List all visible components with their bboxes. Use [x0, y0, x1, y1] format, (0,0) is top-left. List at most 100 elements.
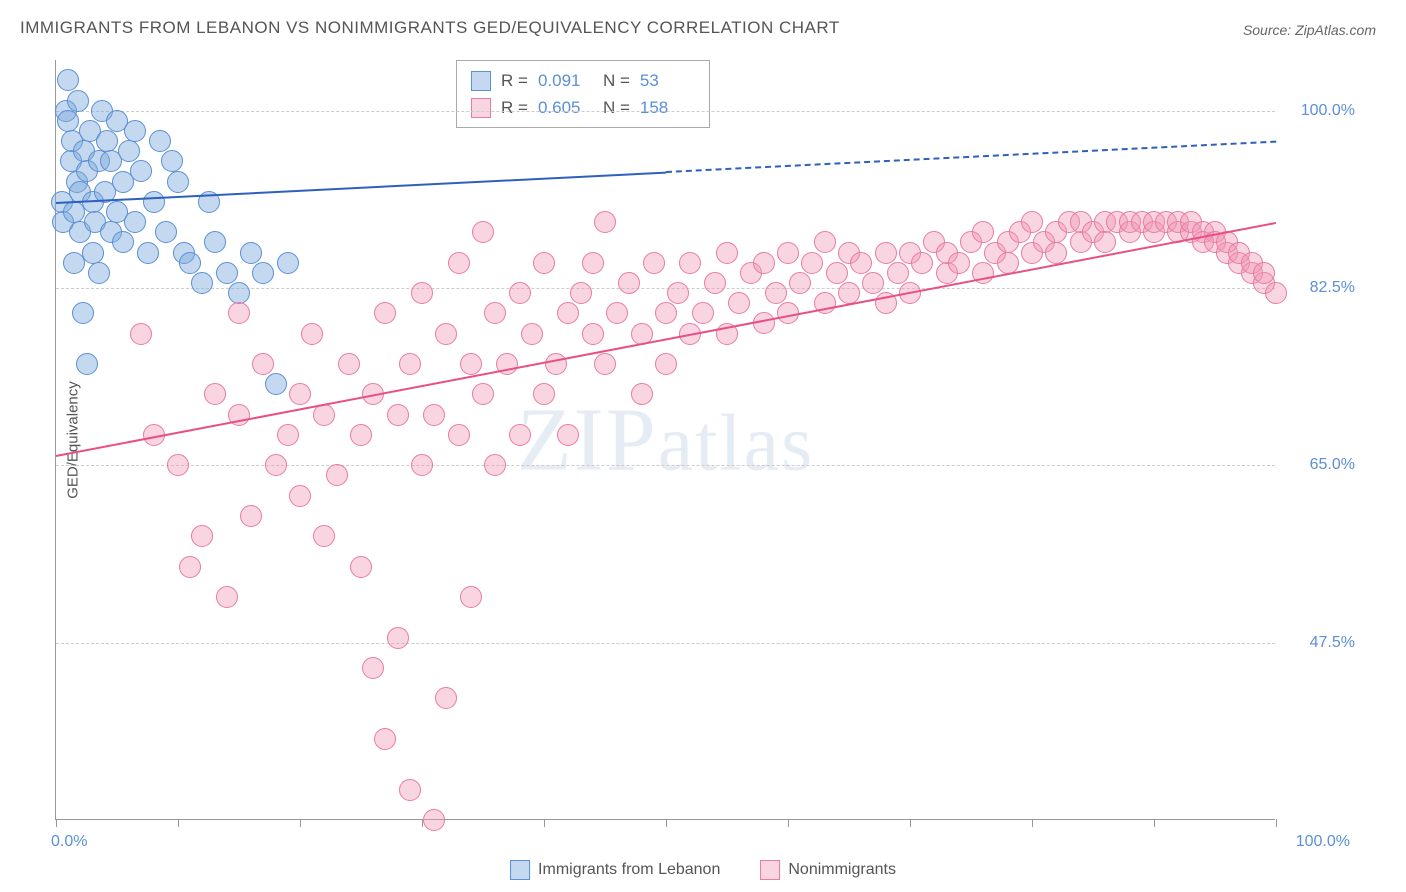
data-point [460, 353, 482, 375]
x-tick [1032, 819, 1033, 827]
legend-swatch [471, 98, 491, 118]
data-point [1253, 262, 1275, 284]
data-point [191, 525, 213, 547]
data-point [265, 454, 287, 476]
correlation-legend: R =0.091N =53R =0.605N =158 [456, 60, 710, 128]
data-point [533, 252, 555, 274]
plot-area: GED/Equivalency 0.0% 100.0% ZIPatlas R =… [55, 60, 1275, 820]
data-point [76, 353, 98, 375]
data-point [387, 404, 409, 426]
data-point [753, 312, 775, 334]
data-point [972, 221, 994, 243]
data-point [557, 302, 579, 324]
x-axis-min-label: 0.0% [51, 833, 87, 851]
data-point [167, 454, 189, 476]
data-point [240, 242, 262, 264]
data-point [57, 110, 79, 132]
data-point [448, 424, 470, 446]
data-point [582, 323, 604, 345]
n-value: 158 [640, 94, 695, 121]
legend-swatch [510, 860, 530, 880]
data-point [179, 556, 201, 578]
data-point [997, 252, 1019, 274]
data-point [570, 282, 592, 304]
data-point [838, 282, 860, 304]
data-point [411, 454, 433, 476]
data-point [1021, 211, 1043, 233]
data-point [582, 252, 604, 274]
data-point [240, 505, 262, 527]
data-point [655, 302, 677, 324]
data-point [204, 383, 226, 405]
data-point [448, 252, 470, 274]
chart-title: IMMIGRANTS FROM LEBANON VS NONIMMIGRANTS… [20, 18, 840, 38]
data-point [289, 383, 311, 405]
n-value: 53 [640, 67, 695, 94]
data-point [350, 424, 372, 446]
data-point [88, 262, 110, 284]
data-point [313, 525, 335, 547]
data-point [350, 556, 372, 578]
legend-label: Nonimmigrants [788, 861, 896, 879]
data-point [96, 130, 118, 152]
data-point [484, 302, 506, 324]
data-point [252, 262, 274, 284]
y-tick-label: 82.5% [1310, 279, 1355, 297]
data-point [216, 586, 238, 608]
data-point [484, 454, 506, 476]
data-point [301, 323, 323, 345]
data-point [399, 353, 421, 375]
data-point [753, 252, 775, 274]
data-point [814, 231, 836, 253]
x-tick [666, 819, 667, 827]
data-point [374, 728, 396, 750]
data-point [875, 242, 897, 264]
legend-item: Nonimmigrants [760, 860, 896, 880]
data-point [777, 242, 799, 264]
n-label: N = [603, 67, 630, 94]
data-point [1265, 282, 1287, 304]
data-point [655, 353, 677, 375]
data-point [472, 383, 494, 405]
grid-line [56, 643, 1275, 644]
data-point [594, 353, 616, 375]
legend-swatch [760, 860, 780, 880]
data-point [130, 323, 152, 345]
data-point [252, 353, 274, 375]
data-point [228, 302, 250, 324]
data-point [124, 211, 146, 233]
data-point [667, 282, 689, 304]
data-point [1045, 242, 1067, 264]
x-tick [1154, 819, 1155, 827]
data-point [545, 353, 567, 375]
data-point [521, 323, 543, 345]
data-point [277, 252, 299, 274]
data-point [265, 373, 287, 395]
y-tick-label: 47.5% [1310, 634, 1355, 652]
r-value: 0.091 [538, 67, 593, 94]
data-point [362, 657, 384, 679]
n-label: N = [603, 94, 630, 121]
data-point [594, 211, 616, 233]
correlation-legend-row: R =0.605N =158 [471, 94, 695, 121]
data-point [679, 252, 701, 274]
data-point [423, 404, 445, 426]
data-point [728, 292, 750, 314]
x-axis-max-label: 100.0% [1296, 833, 1350, 851]
data-point [826, 262, 848, 284]
r-value: 0.605 [538, 94, 593, 121]
data-point [72, 302, 94, 324]
data-point [216, 262, 238, 284]
data-point [338, 353, 360, 375]
data-point [228, 282, 250, 304]
x-tick [56, 819, 57, 827]
legend-swatch [471, 71, 491, 91]
x-tick [544, 819, 545, 827]
correlation-legend-row: R =0.091N =53 [471, 67, 695, 94]
data-point [277, 424, 299, 446]
series-legend: Immigrants from LebanonNonimmigrants [510, 860, 896, 880]
data-point [179, 252, 201, 274]
data-point [887, 262, 909, 284]
trend-line-dashed [666, 141, 1276, 173]
data-point [124, 120, 146, 142]
